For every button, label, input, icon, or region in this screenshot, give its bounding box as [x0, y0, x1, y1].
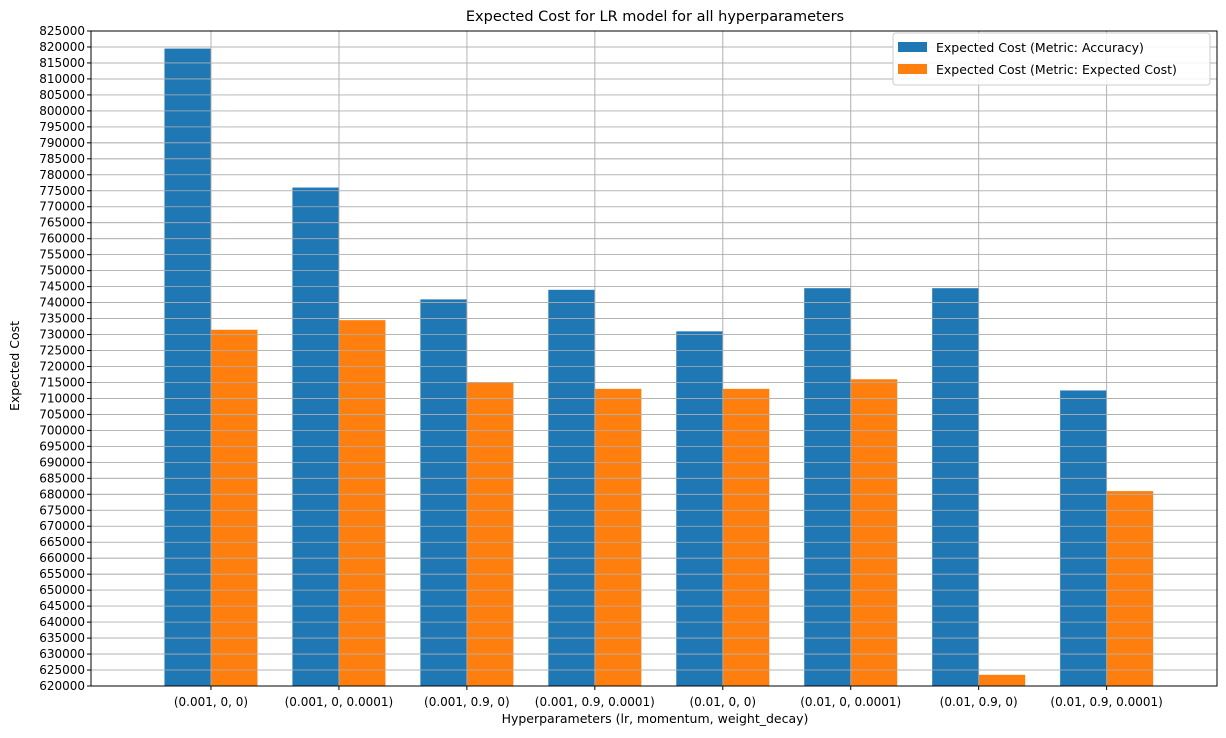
- y-tick-label: 775000: [39, 184, 85, 198]
- legend-box: [892, 32, 1211, 86]
- bar-accuracy: [292, 187, 339, 686]
- legend: Expected Cost (Metric: Accuracy) Expecte…: [892, 32, 1211, 86]
- bar-expected-cost: [594, 388, 642, 686]
- bar-expected-cost: [1106, 491, 1154, 686]
- y-tick-label: 805000: [39, 88, 85, 102]
- chart-title: Expected Cost for LR model for all hyper…: [466, 9, 844, 25]
- x-tick-label: (0.01, 0, 0): [689, 695, 756, 709]
- x-tick-label: (0.001, 0.9, 0.0001): [535, 695, 655, 709]
- bar-expected-cost: [338, 320, 386, 686]
- y-tick-label: 640000: [39, 615, 85, 629]
- y-axis-label: Expected Cost: [7, 321, 22, 411]
- y-tick-label: 755000: [39, 248, 85, 262]
- legend-swatch-accuracy: [898, 42, 927, 52]
- bar-expected-cost: [466, 382, 514, 686]
- bar-accuracy: [804, 288, 851, 686]
- x-tick-label: (0.001, 0, 0.0001): [285, 695, 394, 709]
- plot-frame: [90, 30, 1218, 687]
- y-tick-label: 820000: [39, 40, 85, 54]
- y-tick-label: 700000: [39, 423, 85, 437]
- y-tick-label: 650000: [39, 583, 85, 597]
- y-tick-label: 670000: [39, 519, 85, 533]
- y-tick-label: 685000: [39, 471, 85, 485]
- y-tick-label: 695000: [39, 439, 85, 453]
- x-tick-label: (0.01, 0, 0.0001): [800, 695, 901, 709]
- legend-label-accuracy: Expected Cost (Metric: Accuracy): [936, 40, 1144, 55]
- y-tick-label: 735000: [39, 312, 85, 326]
- y-tick-label: 620000: [39, 679, 85, 693]
- y-tick-label: 645000: [39, 599, 85, 613]
- y-axis-ticks: 620000 625000 630000 635000 640000 645000 6500…: [39, 24, 91, 693]
- y-tick-label: 630000: [39, 647, 85, 661]
- y-tick-label: 795000: [39, 120, 85, 134]
- bar-expected-cost: [978, 674, 1026, 686]
- x-tick-label: (0.001, 0, 0): [174, 695, 248, 709]
- grid-lines: [91, 30, 1217, 687]
- y-tick-label: 825000: [39, 24, 85, 38]
- y-tick-label: 635000: [39, 631, 85, 645]
- y-tick-label: 720000: [39, 359, 85, 373]
- y-tick-label: 665000: [39, 535, 85, 549]
- y-tick-label: 760000: [39, 232, 85, 246]
- y-tick-label: 770000: [39, 200, 85, 214]
- y-tick-label: 705000: [39, 407, 85, 421]
- y-tick-label: 745000: [39, 280, 85, 294]
- bar-expected-cost: [850, 379, 898, 686]
- bar-expected-cost: [210, 329, 258, 686]
- y-tick-label: 725000: [39, 344, 85, 358]
- y-tick-label: 625000: [39, 663, 85, 677]
- y-tick-label: 660000: [39, 551, 85, 565]
- y-tick-label: 690000: [39, 455, 85, 469]
- y-tick-label: 750000: [39, 264, 85, 278]
- bar-accuracy: [1060, 390, 1107, 686]
- x-tick-label: (0.001, 0.9, 0): [424, 695, 510, 709]
- y-tick-label: 710000: [39, 391, 85, 405]
- y-tick-label: 730000: [39, 328, 85, 342]
- y-tick-label: 680000: [39, 487, 85, 501]
- bar-accuracy: [548, 289, 595, 686]
- x-tick-label: (0.01, 0.9, 0.0001): [1050, 695, 1162, 709]
- bar-accuracy: [164, 48, 211, 686]
- bar-accuracy: [420, 299, 467, 686]
- x-axis-label: Hyperparameters (lr, momentum, weight_de…: [502, 711, 809, 726]
- y-tick-label: 765000: [39, 216, 85, 230]
- bar-expected-cost: [722, 388, 770, 686]
- y-tick-label: 780000: [39, 168, 85, 182]
- bar-accuracy: [676, 331, 723, 686]
- y-tick-label: 800000: [39, 104, 85, 118]
- y-tick-label: 790000: [39, 136, 85, 150]
- x-axis-ticks: (0.001, 0, 0) (0.001, 0, 0.0001) (0.001, 0…: [174, 686, 1163, 709]
- legend-swatch-expected-cost: [898, 64, 927, 74]
- grid-lines-overlay: [91, 30, 1217, 687]
- y-tick-label: 810000: [39, 72, 85, 86]
- y-tick-label: 715000: [39, 375, 85, 389]
- y-tick-label: 815000: [39, 56, 85, 70]
- legend-label-expected-cost: Expected Cost (Metric: Expected Cost): [936, 62, 1177, 77]
- y-tick-label: 785000: [39, 152, 85, 166]
- x-tick-label: (0.01, 0.9, 0): [940, 695, 1018, 709]
- y-tick-label: 655000: [39, 567, 85, 581]
- bar-accuracy: [932, 288, 979, 686]
- y-tick-label: 740000: [39, 296, 85, 310]
- y-tick-label: 675000: [39, 503, 85, 517]
